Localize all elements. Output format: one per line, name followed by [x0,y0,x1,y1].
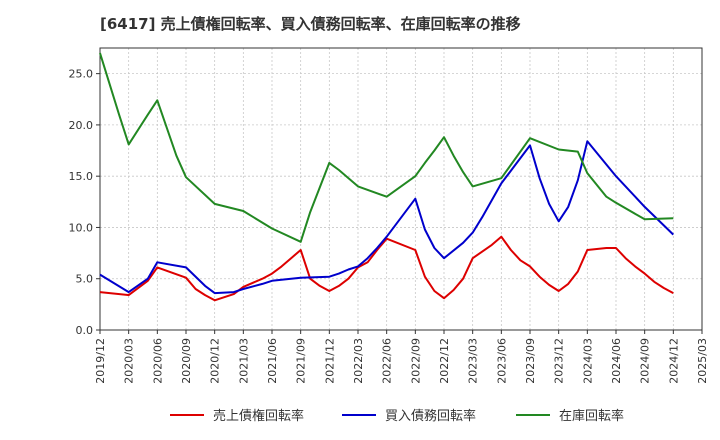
x-tick-label: 2021/12 [323,338,336,384]
x-tick-label: 2020/03 [123,338,136,384]
legend-label-3: 在庫回転率 [559,408,624,424]
series-line-3 [99,52,674,243]
y-tick-label: 5.0 [76,273,94,286]
plot-area [99,47,703,331]
y-tick-label: 0.0 [76,324,94,337]
x-tick-label: 2024/12 [667,338,680,384]
grid [100,48,702,330]
x-tick-label: 2023/03 [467,338,480,384]
legend-label-1: 売上債権回転率 [213,408,304,424]
y-tick-label: 15.0 [69,170,94,183]
x-tick-label: 2021/03 [237,338,250,384]
x-tick-label: 2020/12 [209,338,222,384]
legend-label-2: 買入債務回転率 [385,408,476,424]
chart-title: [6417] 売上債権回転率、買入債務回転率、在庫回転率の推移 [100,15,521,33]
series-line-1 [99,235,674,302]
x-tick-label: 2021/06 [266,338,279,384]
x-tick-label: 2024/09 [639,338,652,384]
x-tick-label: 2022/03 [352,338,365,384]
x-tick-label: 2019/12 [94,338,107,384]
y-axis: 0.0 5.0 10.0 15.0 20.0 25.0 [69,68,100,337]
x-tick-label: 2024/06 [610,338,623,384]
x-tick-label: 2022/09 [409,338,422,384]
x-tick-label: 2022/12 [438,338,451,384]
series-lines [99,52,674,302]
y-tick-label: 10.0 [69,221,94,234]
x-axis: 2019/12 2020/03 2020/06 2020/09 2020/12 2021/… [94,330,709,384]
x-tick-label: 2020/09 [180,338,193,384]
x-tick-label: 2023/09 [524,338,537,384]
x-tick-label: 2023/06 [495,338,508,384]
y-tick-label: 25.0 [69,68,94,81]
y-tick-label: 20.0 [69,119,94,132]
x-tick-label: 2025/03 [696,338,709,384]
x-tick-label: 2020/06 [151,338,164,384]
series-line-2 [99,140,674,295]
x-tick-label: 2022/06 [381,338,394,384]
x-tick-label: 2021/09 [295,338,308,384]
legend: 売上債権回転率 買入債務回転率 在庫回転率 [170,408,624,424]
x-tick-label: 2023/12 [553,338,566,384]
x-tick-label: 2024/03 [581,338,594,384]
